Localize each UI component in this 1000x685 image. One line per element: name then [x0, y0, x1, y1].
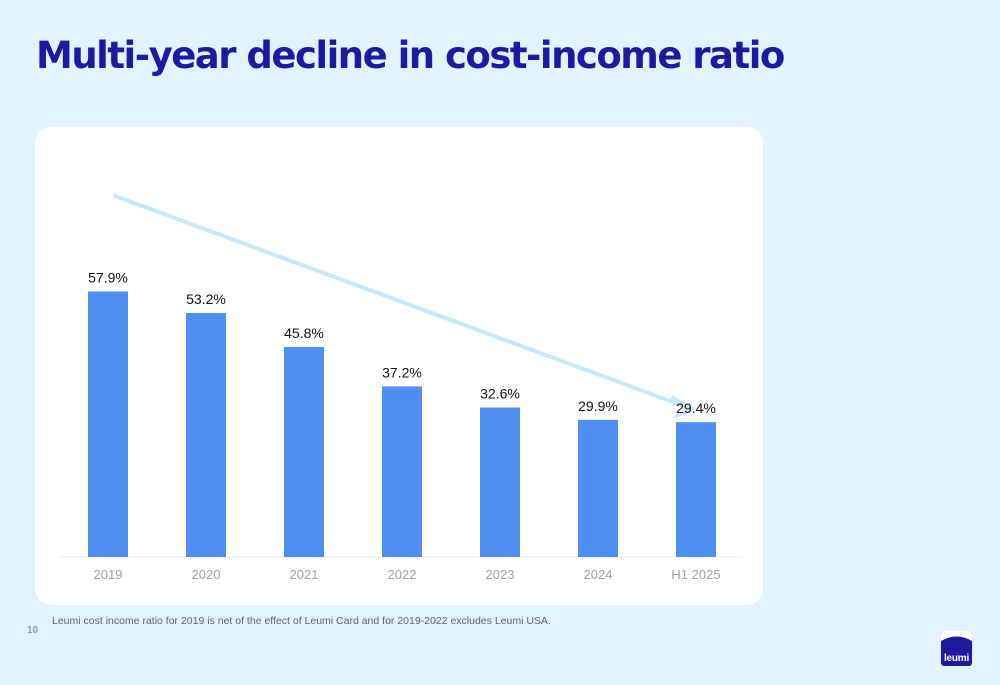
data-label: 53.2%: [186, 291, 226, 307]
bar-2019: [88, 291, 128, 557]
x-tick-label: 2021: [290, 567, 319, 582]
leumi-logo: leumi: [941, 631, 972, 666]
trend-arrow: [113, 194, 694, 411]
leumi-wave-logo-icon: [941, 631, 972, 641]
bar-2020: [186, 313, 226, 557]
trend-arrowhead: [671, 396, 694, 418]
data-label: 32.6%: [480, 385, 520, 401]
bars-group: 57.9% 2019 53.2% 2020 45.8% 2021 37.2% 2022 32.6…: [88, 269, 721, 582]
chart-panel: 57.9% 2019 53.2% 2020 45.8% 2021 37.2% 2022 32.6…: [35, 127, 763, 605]
data-label: 29.9%: [578, 398, 618, 414]
data-label: 45.8%: [284, 325, 324, 341]
bar-2022: [382, 386, 422, 557]
data-label: 57.9%: [88, 269, 128, 285]
logo-text: leumi: [943, 653, 970, 664]
bar-h1-2025: [676, 422, 716, 557]
x-tick-label: 2019: [94, 567, 123, 582]
data-label: 37.2%: [382, 364, 422, 380]
x-tick-label: 2024: [584, 567, 613, 582]
bar-2021: [284, 346, 324, 557]
x-tick-label: 2023: [486, 567, 515, 582]
footnote: Leumi cost income ratio for 2019 is net …: [52, 615, 551, 627]
data-label: 29.4%: [676, 400, 716, 416]
bar-2023: [480, 407, 520, 557]
x-tick-label: 2022: [388, 567, 417, 582]
page-title: Multi-year decline in cost-income ratio: [36, 34, 785, 77]
page-number: 10: [27, 625, 39, 636]
bar-chart: 57.9% 2019 53.2% 2020 45.8% 2021 37.2% 2022 32.6…: [60, 194, 743, 582]
bar-2024: [578, 419, 618, 557]
x-tick-label: H1 2025: [671, 567, 720, 582]
x-tick-label: 2020: [192, 567, 221, 582]
